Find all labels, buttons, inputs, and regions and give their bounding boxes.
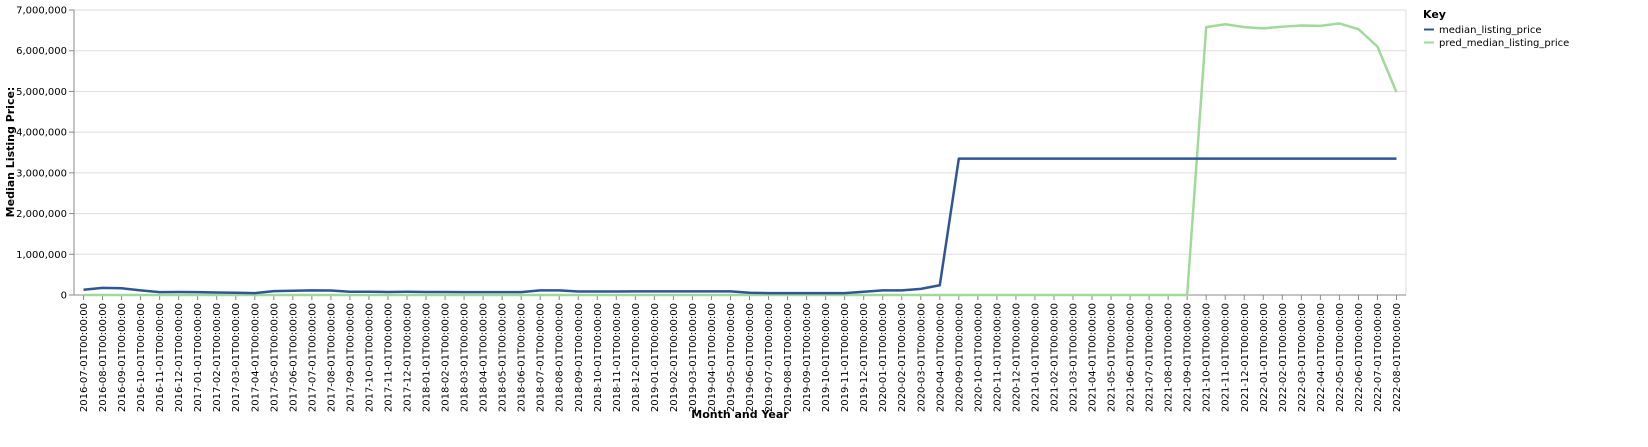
y-tick-label: 1,000,000 (16, 250, 67, 261)
x-tick-label: 2018-10-01T00:00:00 (593, 303, 604, 412)
legend: Key median_listing_price pred_median_list… (1423, 8, 1569, 49)
x-tick-label: 2018-02-01T00:00:00 (441, 303, 452, 412)
x-tick-label: 2019-04-01T00:00:00 (707, 303, 718, 412)
x-tick-label: 2022-07-01T00:00:00 (1373, 303, 1384, 412)
x-tick-label: 2017-11-01T00:00:00 (383, 303, 394, 412)
x-tick-label: 2019-07-01T00:00:00 (764, 303, 775, 412)
x-tick-label: 2020-04-01T00:00:00 (935, 303, 946, 412)
x-tick-label: 2017-10-01T00:00:00 (364, 303, 375, 412)
x-tick-label: 2017-12-01T00:00:00 (403, 303, 414, 412)
y-tick-label: 6,000,000 (16, 46, 67, 57)
x-tick-label: 2017-09-01T00:00:00 (345, 303, 356, 412)
x-tick-label: 2022-04-01T00:00:00 (1316, 303, 1327, 412)
x-tick-label: 2019-05-01T00:00:00 (726, 303, 737, 412)
x-tick-label: 2017-02-01T00:00:00 (212, 303, 223, 412)
y-tick-label: 2,000,000 (16, 209, 67, 220)
x-tick-label: 2020-12-01T00:00:00 (1011, 303, 1022, 412)
x-tick-label: 2018-04-01T00:00:00 (479, 303, 490, 412)
y-tick-label: 3,000,000 (16, 168, 67, 179)
x-tick-label: 2021-03-01T00:00:00 (1069, 303, 1080, 412)
x-tick-label: 2021-11-01T00:00:00 (1221, 303, 1232, 412)
x-tick-label: 2021-01-01T00:00:00 (1030, 303, 1041, 412)
x-tick-label: 2016-11-01T00:00:00 (155, 303, 166, 412)
y-tick-label: 4,000,000 (16, 128, 67, 139)
x-tick-label: 2018-08-01T00:00:00 (555, 303, 566, 412)
x-tick-label: 2017-07-01T00:00:00 (307, 303, 318, 412)
legend-label: pred_median_listing_price (1439, 38, 1569, 49)
y-tick-label: 7,000,000 (16, 6, 67, 17)
x-tick-label: 2018-05-01T00:00:00 (498, 303, 509, 412)
x-axis: 2016-07-01T00:00:00 2016-08-01T00:00:00 20… (74, 294, 1406, 412)
x-tick-label: 2022-03-01T00:00:00 (1297, 303, 1308, 412)
x-tick-label: 2018-06-01T00:00:00 (517, 303, 528, 412)
x-tick-label: 2017-03-01T00:00:00 (231, 303, 242, 412)
gridlines (74, 9, 1407, 296)
x-tick-label: 2021-07-01T00:00:00 (1145, 303, 1156, 412)
legend-title: Key (1423, 8, 1446, 21)
x-tick-label: 2016-12-01T00:00:00 (174, 303, 185, 412)
x-tick-label: 2017-08-01T00:00:00 (326, 303, 337, 412)
x-tick-label: 2017-05-01T00:00:00 (269, 303, 280, 412)
series-line-median_listing_price (83, 157, 1397, 295)
x-tick-label: 2019-03-01T00:00:00 (688, 303, 699, 412)
x-tick-label: 2016-07-01T00:00:00 (79, 303, 90, 412)
x-tick-label: 2019-10-01T00:00:00 (821, 303, 832, 412)
x-tick-label: 2022-01-01T00:00:00 (1259, 303, 1270, 412)
y-tick-label: 5,000,000 (16, 87, 67, 98)
x-tick-label: 2021-05-01T00:00:00 (1107, 303, 1118, 412)
x-tick-label: 2020-01-01T00:00:00 (878, 303, 889, 412)
x-tick-label: 2022-06-01T00:00:00 (1354, 303, 1365, 412)
x-tick-label: 2016-10-01T00:00:00 (136, 303, 147, 412)
x-tick-label: 2016-09-01T00:00:00 (117, 303, 128, 412)
x-tick-label: 2017-06-01T00:00:00 (288, 303, 299, 412)
x-tick-label: 2019-08-01T00:00:00 (783, 303, 794, 412)
x-tick-label: 2019-11-01T00:00:00 (840, 303, 851, 412)
x-tick-label: 2021-09-01T00:00:00 (1183, 303, 1194, 412)
x-tick-label: 2018-07-01T00:00:00 (536, 303, 547, 412)
x-tick-label: 2018-11-01T00:00:00 (612, 303, 623, 412)
x-tick-label: 2021-12-01T00:00:00 (1240, 303, 1251, 412)
x-tick-label: 2019-02-01T00:00:00 (669, 303, 680, 412)
x-tick-label: 2020-03-01T00:00:00 (916, 303, 927, 412)
x-tick-label: 2020-10-01T00:00:00 (973, 303, 984, 412)
x-tick-label: 2017-04-01T00:00:00 (250, 303, 261, 412)
series-lines (83, 22, 1398, 297)
y-axis: 0 1,000,000 2,000,000 3,000,000 4,000,000 5,0… (16, 6, 75, 302)
x-tick-label: 2021-06-01T00:00:00 (1126, 303, 1137, 412)
x-axis-title: Month and Year (691, 408, 789, 421)
x-tick-label: 2018-12-01T00:00:00 (631, 303, 642, 412)
y-axis-title: Median Listing Price: (4, 87, 17, 218)
x-tick-label: 2021-04-01T00:00:00 (1088, 303, 1099, 412)
x-tick-label: 2022-08-01T00:00:00 (1392, 303, 1403, 412)
series-line-pred_median_listing_price (83, 22, 1398, 297)
x-tick-label: 2020-02-01T00:00:00 (897, 303, 908, 412)
x-tick-label: 2017-01-01T00:00:00 (193, 303, 204, 412)
x-tick-label: 2021-08-01T00:00:00 (1164, 303, 1175, 412)
x-tick-label: 2019-09-01T00:00:00 (802, 303, 813, 412)
y-tick-label: 0 (61, 291, 67, 302)
x-tick-label: 2019-12-01T00:00:00 (859, 303, 870, 412)
x-tick-label: 2018-03-01T00:00:00 (460, 303, 471, 412)
x-tick-label: 2016-08-01T00:00:00 (98, 303, 109, 412)
x-tick-label: 2019-06-01T00:00:00 (745, 303, 756, 412)
x-tick-label: 2020-09-01T00:00:00 (954, 303, 965, 412)
x-tick-label: 2019-01-01T00:00:00 (650, 303, 661, 412)
legend-label: median_listing_price (1439, 25, 1542, 36)
x-tick-label: 2020-11-01T00:00:00 (992, 303, 1003, 412)
x-tick-label: 2021-02-01T00:00:00 (1049, 303, 1060, 412)
x-tick-label: 2021-10-01T00:00:00 (1202, 303, 1213, 412)
x-tick-label: 2018-01-01T00:00:00 (422, 303, 433, 412)
x-tick-label: 2022-02-01T00:00:00 (1278, 303, 1289, 412)
x-tick-label: 2018-09-01T00:00:00 (574, 303, 585, 412)
x-tick-label: 2022-05-01T00:00:00 (1335, 303, 1346, 412)
